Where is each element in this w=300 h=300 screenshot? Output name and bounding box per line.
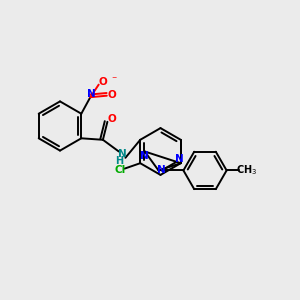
Text: O: O [107,90,116,100]
Text: Cl: Cl [114,165,125,176]
Text: O: O [98,77,107,87]
Text: N: N [118,149,127,159]
Text: CH$_3$: CH$_3$ [236,164,257,177]
Text: N: N [175,154,184,164]
Text: $^-$: $^-$ [110,74,118,82]
Text: O: O [107,114,116,124]
Text: N: N [140,151,148,161]
Text: N: N [86,89,95,99]
Text: N: N [157,165,165,176]
Text: H: H [115,156,123,166]
